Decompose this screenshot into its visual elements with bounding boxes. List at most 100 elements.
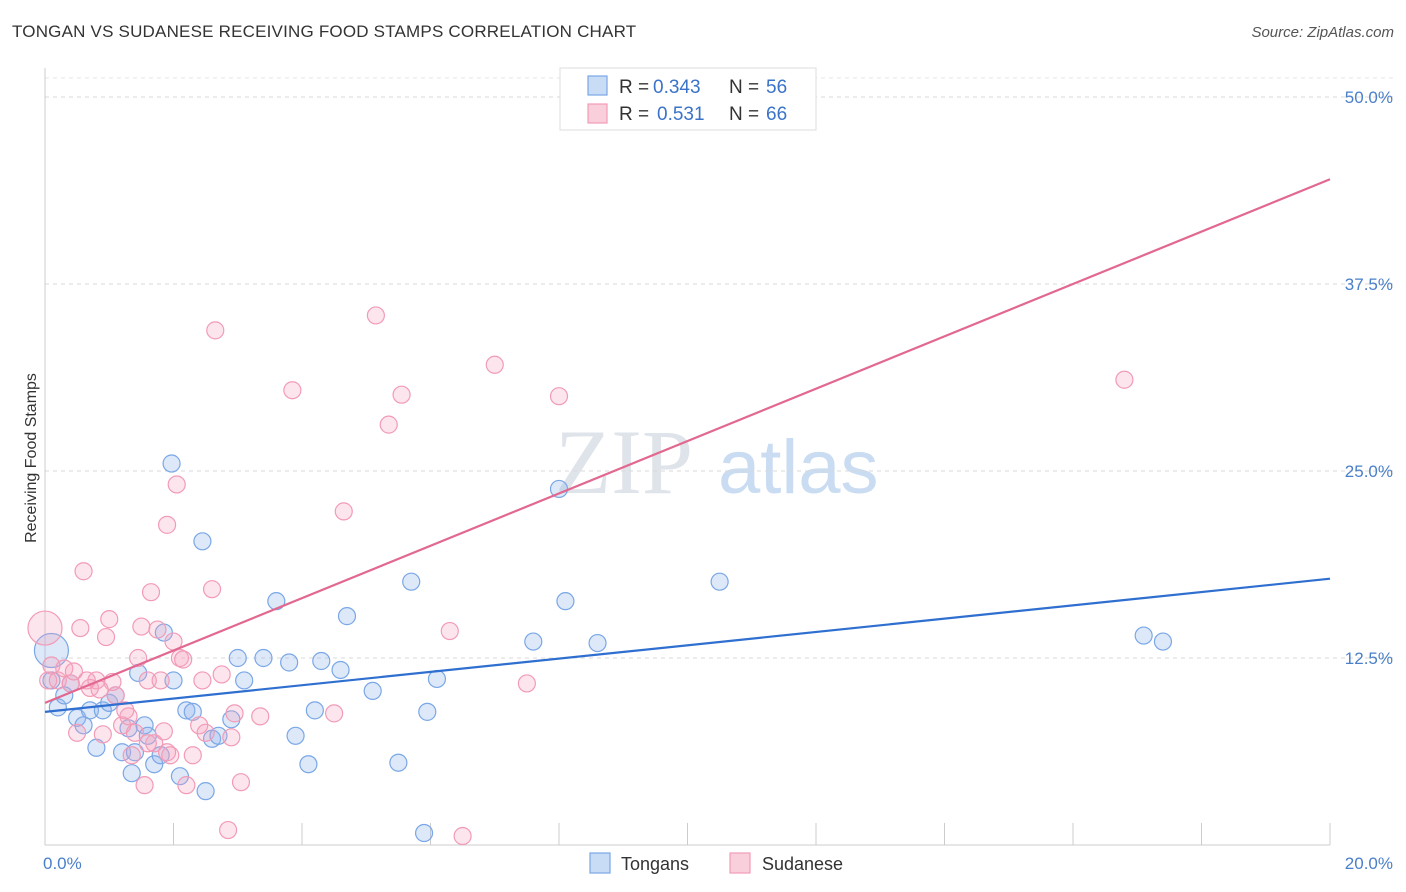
watermark-zip: ZIP — [555, 411, 693, 513]
sudanese-point-52 — [392, 385, 411, 404]
sudanese-point-50 — [366, 306, 385, 325]
tongans-trend-line — [44, 577, 1331, 713]
sudanese-point-47 — [283, 381, 302, 400]
sudanese-point-26 — [148, 620, 167, 639]
tongans-point-28 — [193, 532, 212, 551]
tongans-point-52 — [588, 633, 607, 653]
sudanese-point-48 — [325, 704, 344, 723]
sudanese-point-56 — [517, 674, 536, 693]
x-tick-label-max: 20.0% — [1345, 854, 1393, 873]
sudanese-point-22 — [135, 776, 154, 795]
sudanese-point-28 — [154, 722, 173, 741]
tongans-point-47 — [418, 702, 437, 721]
chart-title: TONGAN VS SUDANESE RECEIVING FOOD STAMPS… — [12, 22, 637, 41]
sudanese-point-60 — [116, 701, 135, 720]
legend-r-label-2: R = — [619, 104, 649, 125]
sudanese-point-12 — [93, 725, 112, 744]
tongans-point-45 — [402, 572, 421, 591]
sudanese-point-23 — [138, 671, 157, 690]
sudanese-point-34 — [174, 650, 193, 669]
tongans-point-25 — [177, 701, 196, 720]
sudanese-point-40 — [202, 580, 222, 599]
sudanese-point-19 — [125, 723, 145, 742]
sudanese-point-55 — [485, 355, 504, 374]
sudanese-point-42 — [212, 665, 231, 684]
tongans-point-49 — [524, 632, 543, 651]
bottom-legend-tongans: Tongans — [621, 854, 689, 874]
sudanese-point-1 — [39, 671, 58, 690]
legend-swatch-sudanese — [587, 103, 608, 124]
tongans-point-33 — [228, 648, 247, 668]
legend-swatch-tongans — [587, 75, 608, 96]
sudanese-point-14 — [100, 610, 119, 629]
sudanese-point-6 — [68, 723, 87, 742]
legend-n-label-2: N = — [729, 104, 759, 125]
tongans-point-14 — [125, 743, 145, 762]
sudanese-point-24 — [141, 583, 161, 602]
tongans-point-53 — [710, 572, 729, 591]
sudanese-point-36 — [183, 746, 202, 765]
sudanese-point-27 — [151, 671, 170, 690]
bottom-legend-swatch-sudanese — [729, 852, 751, 874]
tongans-point-10 — [100, 693, 119, 712]
series-sudanese — [27, 306, 1134, 846]
sudanese-point-53 — [440, 621, 459, 641]
tongans-point-22 — [164, 671, 183, 690]
sudanese-point-39 — [196, 723, 215, 742]
sudanese-trend-line — [44, 178, 1331, 704]
axes — [44, 68, 1331, 846]
tongans-point-17 — [135, 716, 154, 735]
sudanese-point-57 — [549, 387, 569, 406]
sudanese-point-63 — [1115, 370, 1134, 389]
sudanese-point-7 — [71, 618, 90, 638]
legend-n-value-2: 66 — [766, 104, 787, 125]
tongans-point-44 — [389, 753, 408, 772]
sudanese-point-44 — [225, 704, 244, 723]
bottom-legend-sudanese: Sudanese — [762, 854, 843, 874]
sudanese-point-64 — [64, 662, 84, 681]
tongans-point-42 — [337, 607, 357, 626]
sudanese-point-0 — [27, 610, 63, 646]
legend-r-value-1: 0.343 — [653, 77, 701, 98]
sudanese-point-30 — [161, 746, 180, 765]
sudanese-point-8 — [74, 562, 93, 581]
sudanese-point-59 — [222, 728, 241, 747]
bottom-legend: Tongans Sudanese — [589, 852, 843, 874]
tongans-point-27 — [196, 782, 215, 801]
tongans-point-36 — [280, 653, 299, 672]
trend-lines — [44, 178, 1331, 713]
sudanese-point-43 — [219, 820, 238, 840]
y-axis-label: Receiving Food Stamps — [23, 373, 40, 543]
grid-lines — [45, 77, 1395, 659]
tongans-point-40 — [312, 651, 331, 671]
tongans-point-39 — [305, 701, 324, 720]
sudanese-point-21 — [132, 617, 151, 636]
tongans-point-38 — [299, 755, 318, 774]
legend-n-value-1: 56 — [766, 77, 787, 98]
x-tick-label-min: 0.0% — [43, 854, 82, 873]
tongans-point-34 — [254, 648, 273, 668]
legend-box: R = 0.343 N = 56 R = 0.531 N = 66 — [559, 67, 817, 131]
sudanese-point-51 — [379, 415, 398, 434]
tongans-point-23 — [170, 767, 190, 786]
chart-source: Source: ZipAtlas.com — [1251, 24, 1394, 41]
sudanese-point-13 — [96, 627, 116, 647]
tongans-point-48 — [427, 669, 447, 689]
y-tick-label-3: 50.0% — [1345, 88, 1393, 107]
legend-n-label-1: N = — [729, 77, 759, 98]
y-tick-label-2: 37.5% — [1345, 275, 1393, 294]
tongans-point-43 — [363, 681, 382, 701]
tongans-point-37 — [286, 726, 305, 745]
sudanese-point-35 — [177, 776, 196, 795]
sudanese-point-45 — [231, 773, 251, 792]
sudanese-point-25 — [145, 734, 164, 753]
tongans-point-41 — [331, 660, 350, 680]
legend-r-label-1: R = — [619, 77, 649, 98]
sudanese-point-46 — [251, 707, 270, 726]
sudanese-point-38 — [193, 671, 212, 690]
series-tongans — [33, 454, 1173, 843]
bottom-legend-swatch-tongans — [589, 852, 611, 874]
y-tick-label-0: 12.5% — [1345, 649, 1393, 668]
tongans-point-54 — [1134, 626, 1153, 645]
tongans-point-0 — [33, 632, 70, 669]
